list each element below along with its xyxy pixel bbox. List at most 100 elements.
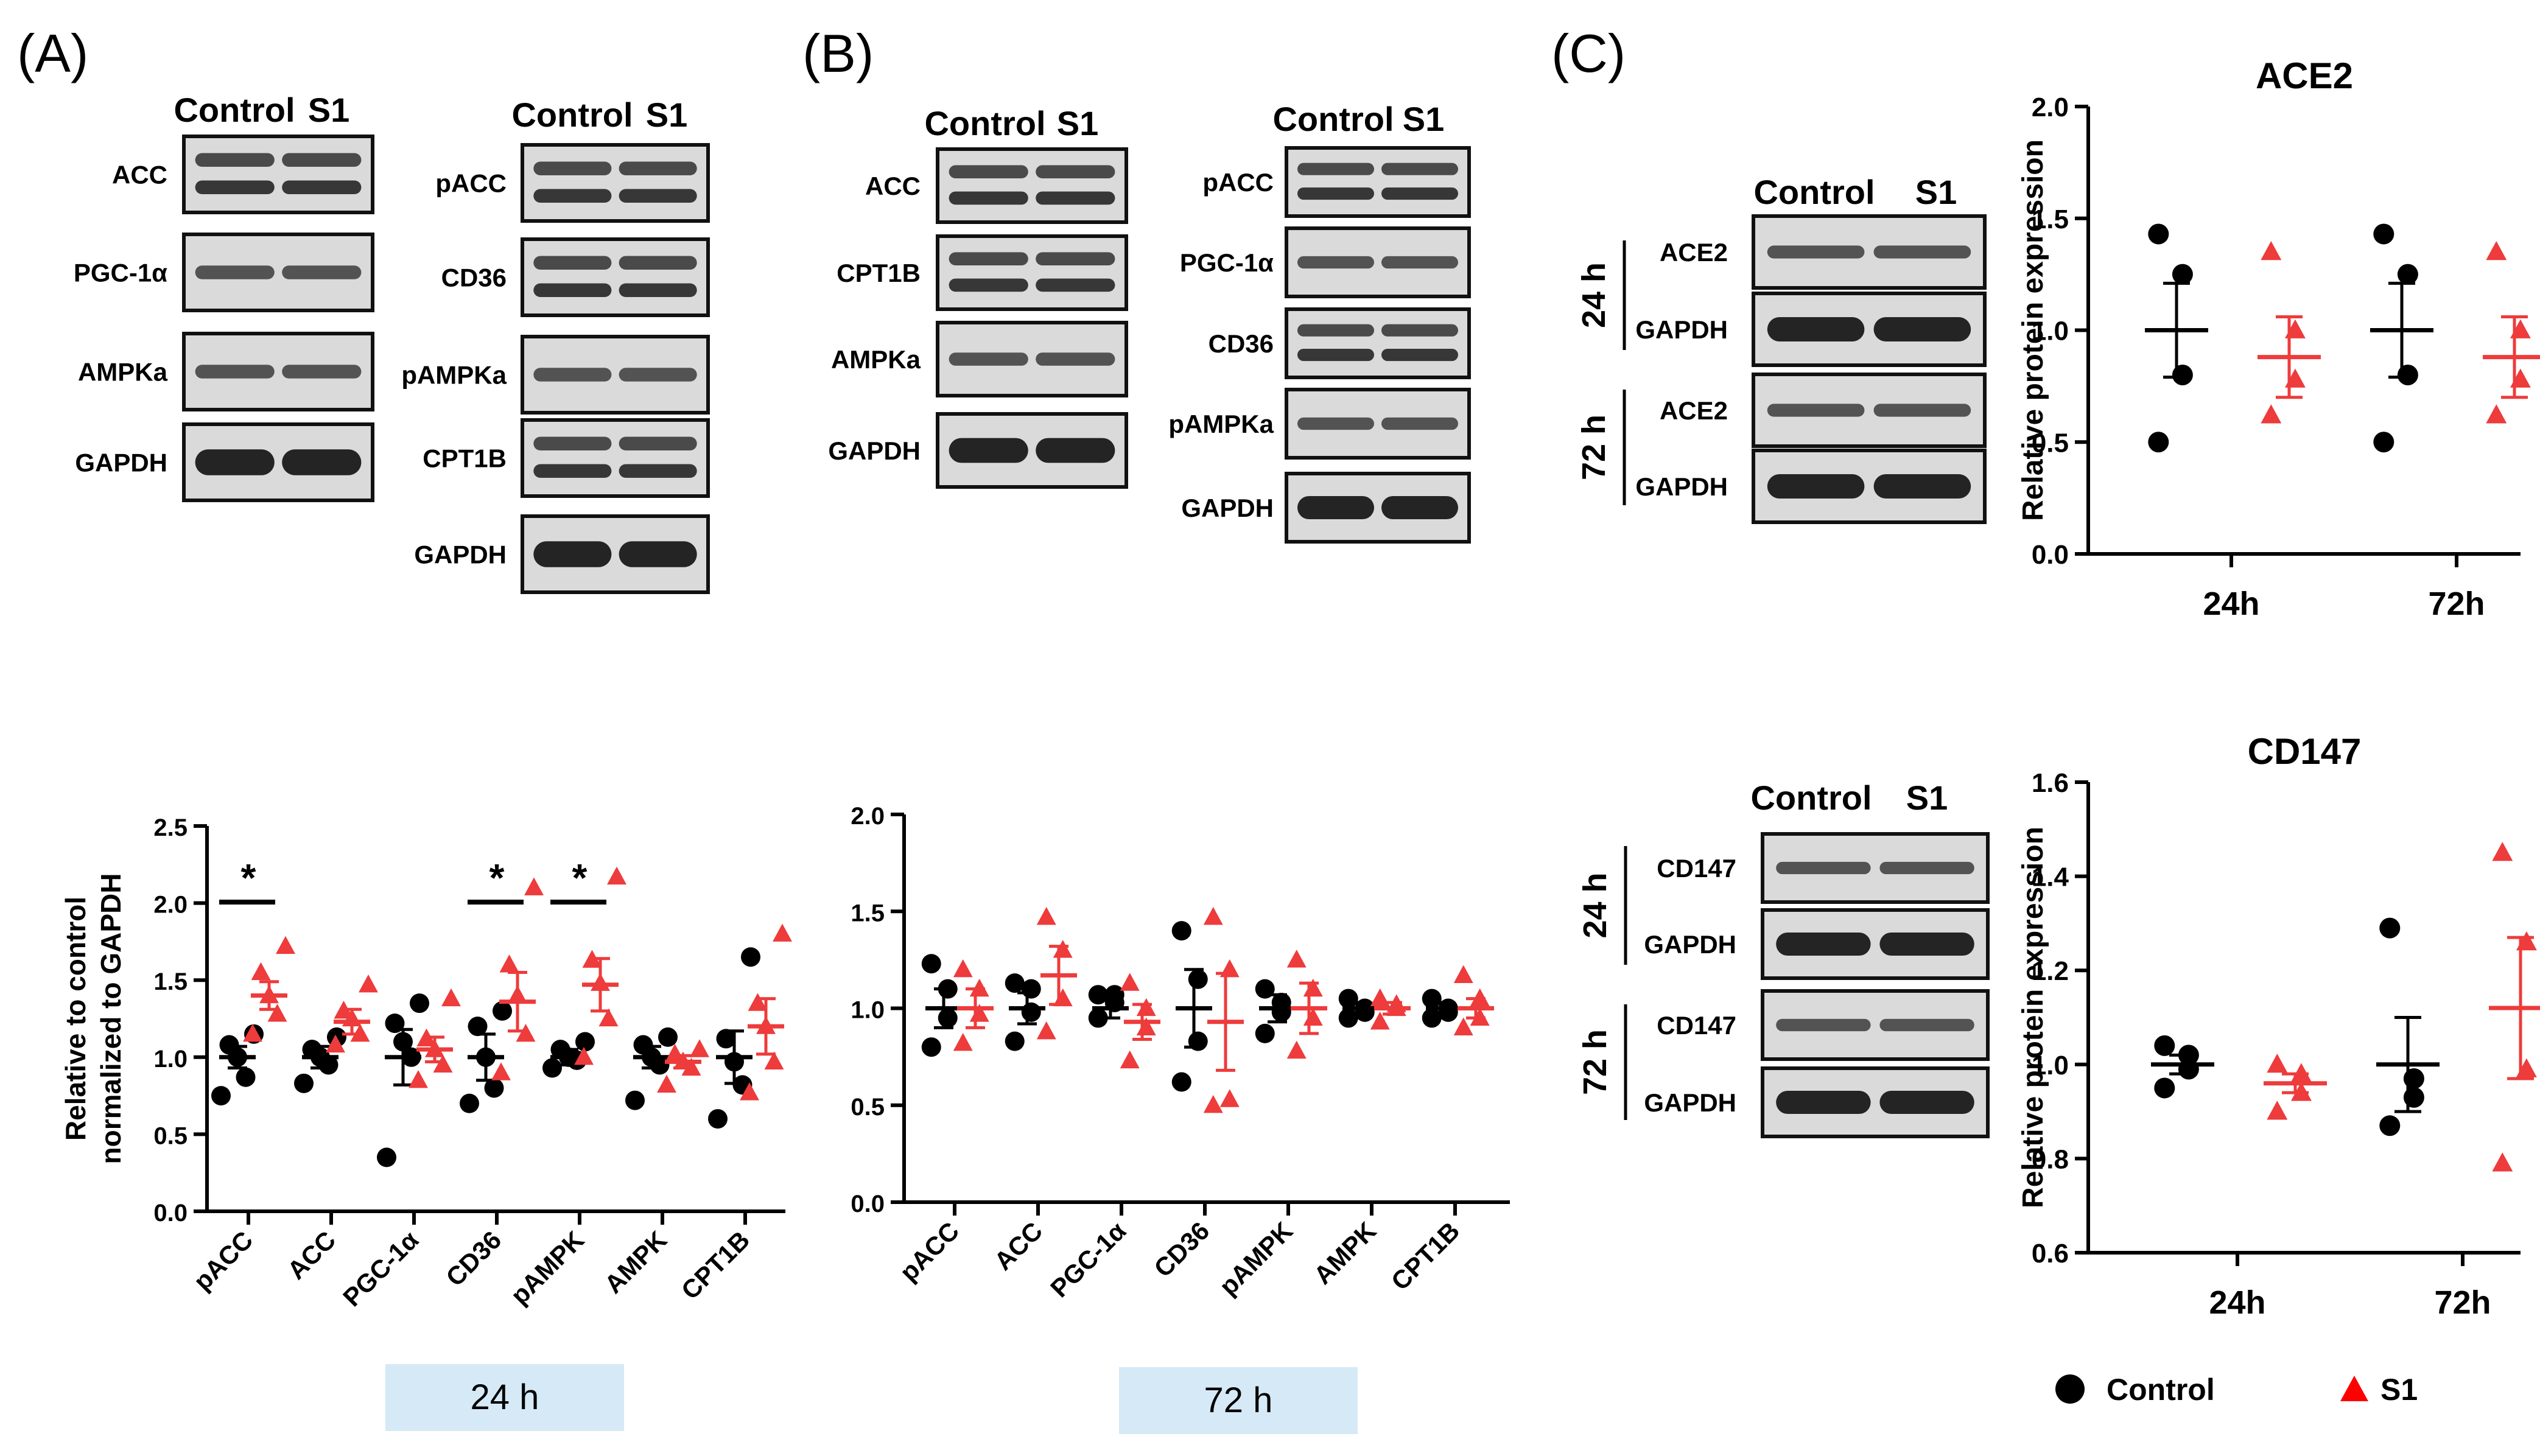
blot-row-label: CD36: [1209, 329, 1274, 358]
blot-band: [619, 256, 697, 270]
data-point-s1: [1453, 1017, 1473, 1035]
blot-row-gapdh: GAPDH: [414, 514, 710, 594]
y-tick-label: 2.0: [851, 803, 885, 830]
data-point-control: [236, 1067, 256, 1087]
time-box-72h: 72 h: [1119, 1367, 1358, 1434]
data-point-control: [633, 1035, 653, 1055]
blot-band: [282, 180, 362, 194]
blot-col-label-s1: S1: [1057, 104, 1099, 142]
data-point-s1: [690, 1039, 709, 1057]
blot-band: [1873, 317, 1971, 342]
data-point-s1: [1303, 978, 1323, 997]
data-point-control: [2154, 1077, 2175, 1099]
data-point-s1: [1203, 1094, 1223, 1113]
data-point-control: [294, 1073, 314, 1093]
x-tick-label: ACC: [989, 1216, 1048, 1276]
time-box-24h-label: 24 h: [471, 1377, 539, 1417]
blot-row-label: ACC: [112, 161, 167, 189]
x-tick-label: CD36: [1148, 1216, 1215, 1283]
data-point-control: [938, 1008, 958, 1028]
blot-row-gapdh: GAPDH: [1635, 292, 1987, 367]
data-point-control: [2373, 432, 2394, 453]
blot-band: [949, 278, 1028, 292]
y-axis-label: Relative protein expression: [2017, 139, 2049, 521]
blot-band: [1297, 187, 1374, 200]
blot-band: [949, 352, 1028, 366]
data-point-control: [484, 1078, 504, 1098]
legend-control-marker: [2055, 1374, 2085, 1404]
blot-col-label-control: Control: [1750, 779, 1872, 817]
x-tick-label: pACC: [188, 1225, 259, 1296]
blot-row-acc: ACC: [112, 135, 374, 214]
data-point-control: [542, 1058, 562, 1078]
data-point-s1: [953, 1033, 973, 1051]
blot-row-gapdh: GAPDH: [828, 412, 1128, 489]
x-tick-label: AMPK: [599, 1225, 673, 1299]
x-tick-label: CPT1B: [1386, 1216, 1465, 1296]
series-control: [921, 921, 1462, 1092]
time-bracket-label: 24 h: [1577, 872, 1613, 938]
blot-band: [1381, 187, 1458, 200]
y-tick-label: 0.0: [2032, 540, 2069, 570]
blot-band: [619, 541, 697, 567]
blot-band: [195, 365, 275, 379]
blot-band: [533, 541, 612, 567]
data-point-control: [716, 1029, 736, 1049]
significance-star: *: [572, 856, 588, 900]
blot-band: [619, 161, 697, 175]
data-point-control: [493, 1001, 512, 1021]
blot-col-label-s1: S1: [646, 96, 688, 134]
y-tick-label: 0.0: [851, 1191, 885, 1217]
blot-row-label: GAPDH: [828, 436, 921, 465]
data-point-s1: [326, 1034, 345, 1053]
data-point-control: [460, 1093, 479, 1113]
time-box-72h-bg: [1119, 1367, 1358, 1434]
data-point-control: [211, 1086, 231, 1106]
chart-c-ace2: 0.0 0.5 1.0 1.5 2.0 24h 72h Relative protein ex…: [2017, 55, 2540, 622]
blot-strip: [521, 237, 710, 317]
chart-title: CD147: [2248, 731, 2362, 772]
blot-row-label: CPT1B: [837, 259, 921, 287]
time-bracket-label: 72 h: [1577, 1029, 1613, 1095]
blot-band: [1036, 352, 1115, 366]
data-point-s1: [773, 923, 792, 942]
blot-strip: [1285, 146, 1471, 218]
blot-band: [949, 191, 1028, 205]
legend-control-label: Control: [2107, 1373, 2215, 1407]
blot-band: [533, 436, 612, 450]
blot-row-label: PGC-1α: [74, 259, 167, 287]
blot-row-pacc: pACC: [1202, 146, 1471, 218]
blot-band: [949, 252, 1028, 265]
blot-band: [1381, 256, 1458, 269]
blot-col-label-control: Control: [511, 96, 633, 134]
blot-band: [1776, 861, 1871, 875]
blot-band: [282, 365, 362, 379]
y-tick-label: 0.5: [2032, 428, 2069, 458]
blot-band: [1036, 165, 1115, 178]
blot-row-label: pACC: [435, 169, 507, 198]
data-point-control: [1005, 973, 1025, 993]
y-tick-label: 1.5: [851, 900, 885, 926]
x-tick-label: PGC-1α: [1045, 1216, 1131, 1303]
blot-row-cd36: CD36: [1209, 307, 1471, 379]
y-tick-label: 0.6: [2032, 1239, 2069, 1269]
blot-row-label: pACC: [1202, 168, 1274, 197]
blot-row-ampka: AMPKa: [831, 321, 1128, 397]
series-s1: [243, 866, 792, 1101]
blot-row-pgc-1alpha: PGC-1α: [1180, 226, 1471, 298]
data-point-s1: [516, 1024, 536, 1042]
blot-strip: [182, 135, 374, 214]
blot-band: [1381, 163, 1458, 175]
data-point-s1: [1286, 950, 1307, 968]
time-bracket-72h-cd147: 72 h: [1577, 1004, 1627, 1120]
blot-band: [533, 161, 612, 175]
blot-row-label: pAMPKa: [401, 361, 507, 390]
western-blots: Control S1 ACC PGC-1α AMPKa GAPDH Control S1 pAC…: [74, 91, 1990, 1138]
blot-row-label: GAPDH: [414, 541, 507, 569]
blot-strip: [936, 147, 1128, 224]
blot-strip: [521, 143, 710, 223]
blot-band: [533, 368, 612, 382]
data-point-s1: [1286, 1040, 1307, 1059]
blot-band: [282, 449, 362, 475]
blot-band: [195, 153, 275, 167]
